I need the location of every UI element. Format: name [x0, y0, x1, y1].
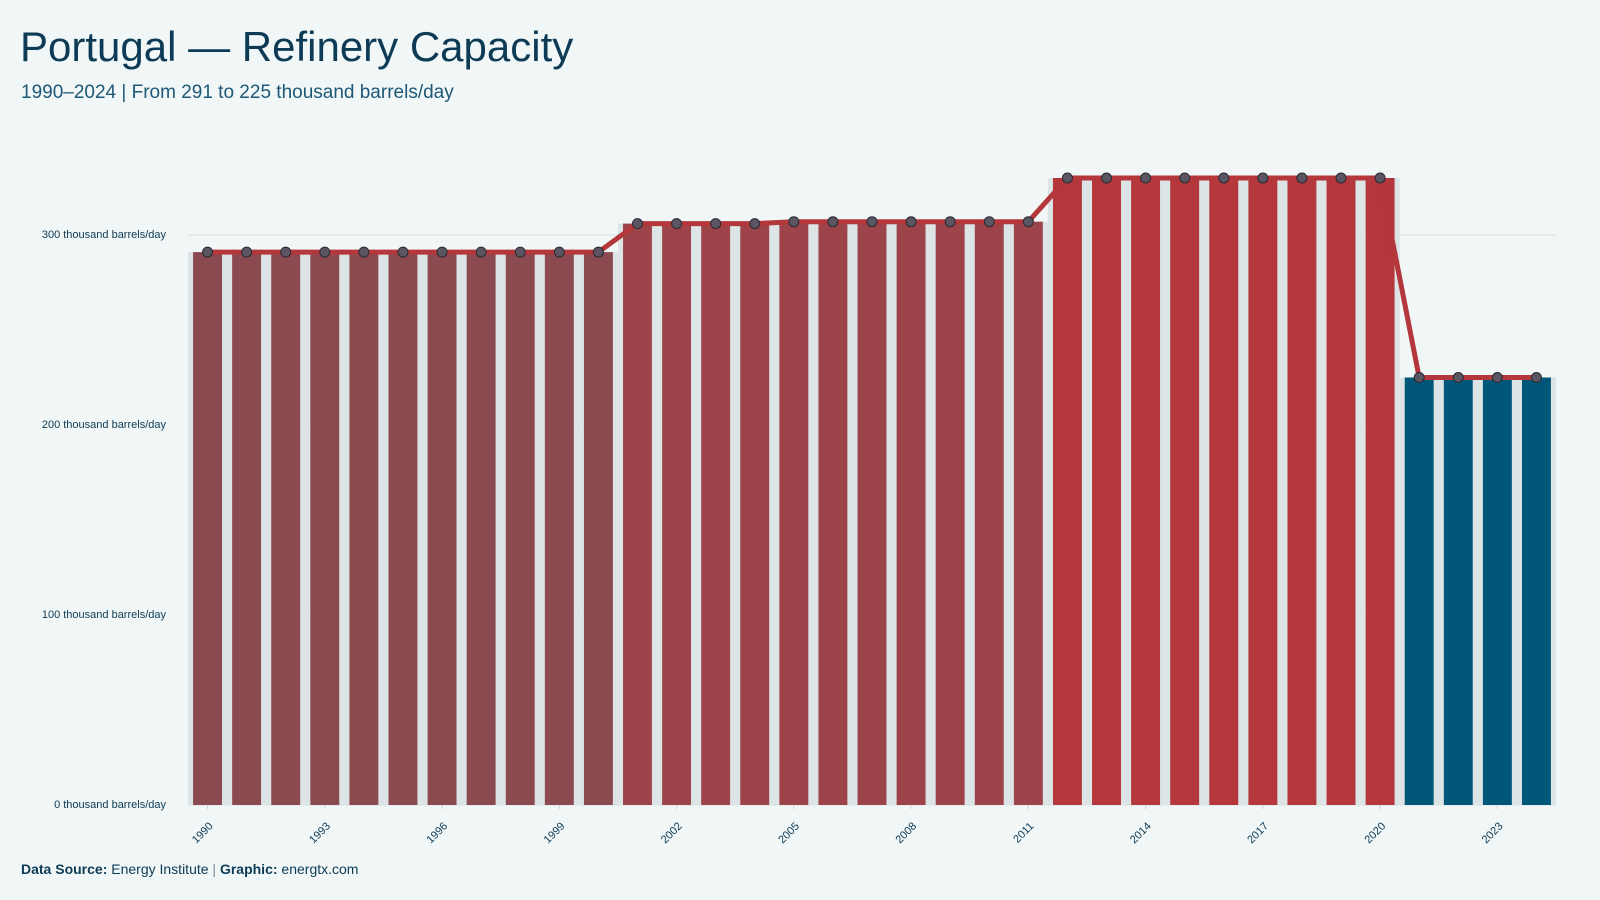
bar	[779, 221, 809, 805]
bar	[1013, 221, 1043, 805]
bar	[1521, 377, 1551, 805]
x-tick-label: 2017	[1245, 820, 1271, 846]
separator: |	[212, 861, 216, 877]
bar	[427, 252, 457, 806]
point	[1218, 172, 1230, 184]
bar	[544, 252, 574, 806]
point	[280, 246, 292, 258]
point	[1452, 372, 1464, 383]
point	[202, 246, 214, 258]
point	[1101, 172, 1113, 184]
x-tick-label: 2005	[776, 820, 802, 846]
x-tick-label: 1993	[307, 820, 333, 846]
bar	[388, 252, 418, 806]
point	[1296, 172, 1308, 184]
y-tick-label: 300 thousand barrels/day	[42, 229, 167, 241]
point	[631, 218, 643, 230]
point	[475, 246, 487, 258]
point	[436, 246, 448, 258]
bar	[1092, 178, 1121, 805]
point	[944, 216, 956, 228]
y-tick-label: 200 thousand barrels/day	[42, 419, 167, 431]
bar	[974, 221, 1004, 805]
bar	[1209, 178, 1239, 805]
point	[671, 218, 683, 230]
bar	[1326, 178, 1356, 805]
point	[710, 218, 722, 230]
bar	[349, 252, 379, 806]
point	[1140, 172, 1152, 184]
bar	[1131, 178, 1161, 805]
chart-title: Portugal — Refinery Capacity	[20, 23, 573, 70]
bar	[232, 252, 262, 806]
bar	[271, 252, 301, 806]
bar	[701, 223, 731, 806]
point	[866, 216, 878, 228]
bar	[662, 223, 692, 806]
bar	[857, 221, 887, 805]
x-tick-label: 1999	[542, 820, 568, 846]
point	[241, 246, 253, 258]
bar	[1482, 377, 1512, 805]
point	[319, 246, 331, 258]
point	[1374, 172, 1386, 184]
bar	[1287, 178, 1317, 805]
point	[905, 216, 917, 228]
point	[827, 216, 839, 228]
point	[397, 246, 409, 258]
bar	[310, 252, 340, 806]
point	[1061, 172, 1073, 184]
point	[1530, 372, 1542, 383]
bar	[740, 223, 770, 806]
footer: Data Source: Energy Institute | Graphic:…	[21, 861, 358, 877]
x-tick-label: 2014	[1128, 820, 1154, 846]
x-tick-label: 1996	[424, 820, 450, 846]
x-tick-label: 2008	[893, 820, 919, 846]
bar	[1052, 178, 1082, 805]
graphic-label: Graphic:	[220, 861, 278, 877]
bar	[466, 252, 496, 806]
bar	[896, 221, 926, 805]
point	[983, 216, 995, 228]
point	[514, 246, 526, 258]
point	[749, 218, 761, 230]
point	[1491, 372, 1503, 383]
point	[1022, 216, 1034, 228]
x-tick-label: 2020	[1362, 820, 1388, 846]
bar	[1248, 178, 1278, 805]
point	[1179, 172, 1191, 184]
point	[1413, 372, 1425, 383]
x-tick-label: 2002	[659, 820, 685, 846]
bar	[1443, 377, 1473, 805]
bar	[623, 223, 652, 806]
y-tick-label: 100 thousand barrels/day	[42, 609, 167, 621]
point	[592, 246, 604, 258]
bar	[505, 252, 535, 806]
point	[553, 246, 565, 258]
bar	[935, 221, 965, 805]
bar	[1365, 178, 1395, 805]
graphic: energtx.com	[281, 861, 358, 877]
x-tick-label: 2011	[1011, 820, 1036, 845]
bar	[1404, 377, 1434, 805]
bar	[583, 252, 613, 806]
bar	[1170, 178, 1200, 805]
x-tick-label: 2023	[1480, 820, 1506, 846]
point	[1257, 172, 1269, 184]
y-tick-label: 0 thousand barrels/day	[54, 799, 166, 811]
x-tick-label: 1990	[190, 820, 216, 846]
bar	[818, 221, 848, 805]
point	[788, 216, 800, 228]
point	[358, 246, 370, 258]
bar	[193, 252, 223, 806]
source-label: Data Source:	[21, 861, 107, 877]
source: Energy Institute	[111, 861, 208, 877]
chart-subtitle: 1990–2024 | From 291 to 225 thousand bar…	[21, 82, 454, 103]
point	[1335, 172, 1347, 184]
